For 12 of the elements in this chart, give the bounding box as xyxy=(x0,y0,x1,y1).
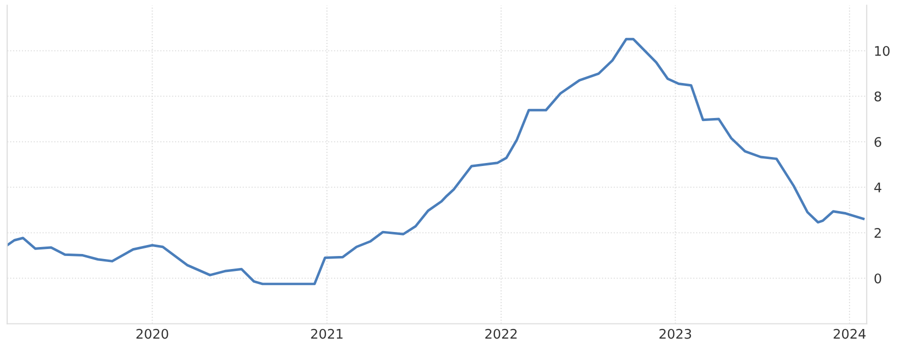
x-tick-label: 2022 xyxy=(485,328,517,339)
y-tick-label: 4 xyxy=(874,182,882,192)
y-tick-label: 10 xyxy=(875,46,890,56)
y-tick-label: 2 xyxy=(874,228,881,238)
y-tick-label: 6 xyxy=(874,136,882,147)
x-tick-label: 2023 xyxy=(660,328,692,339)
line-series xyxy=(7,38,865,286)
x-tick-label: 2024 xyxy=(834,328,866,339)
y-tick-label: 8 xyxy=(874,91,882,102)
y-tick-label: 0 xyxy=(874,273,882,284)
x-tick-label: 2020 xyxy=(136,328,168,339)
x-tick-label: 2021 xyxy=(311,328,343,339)
